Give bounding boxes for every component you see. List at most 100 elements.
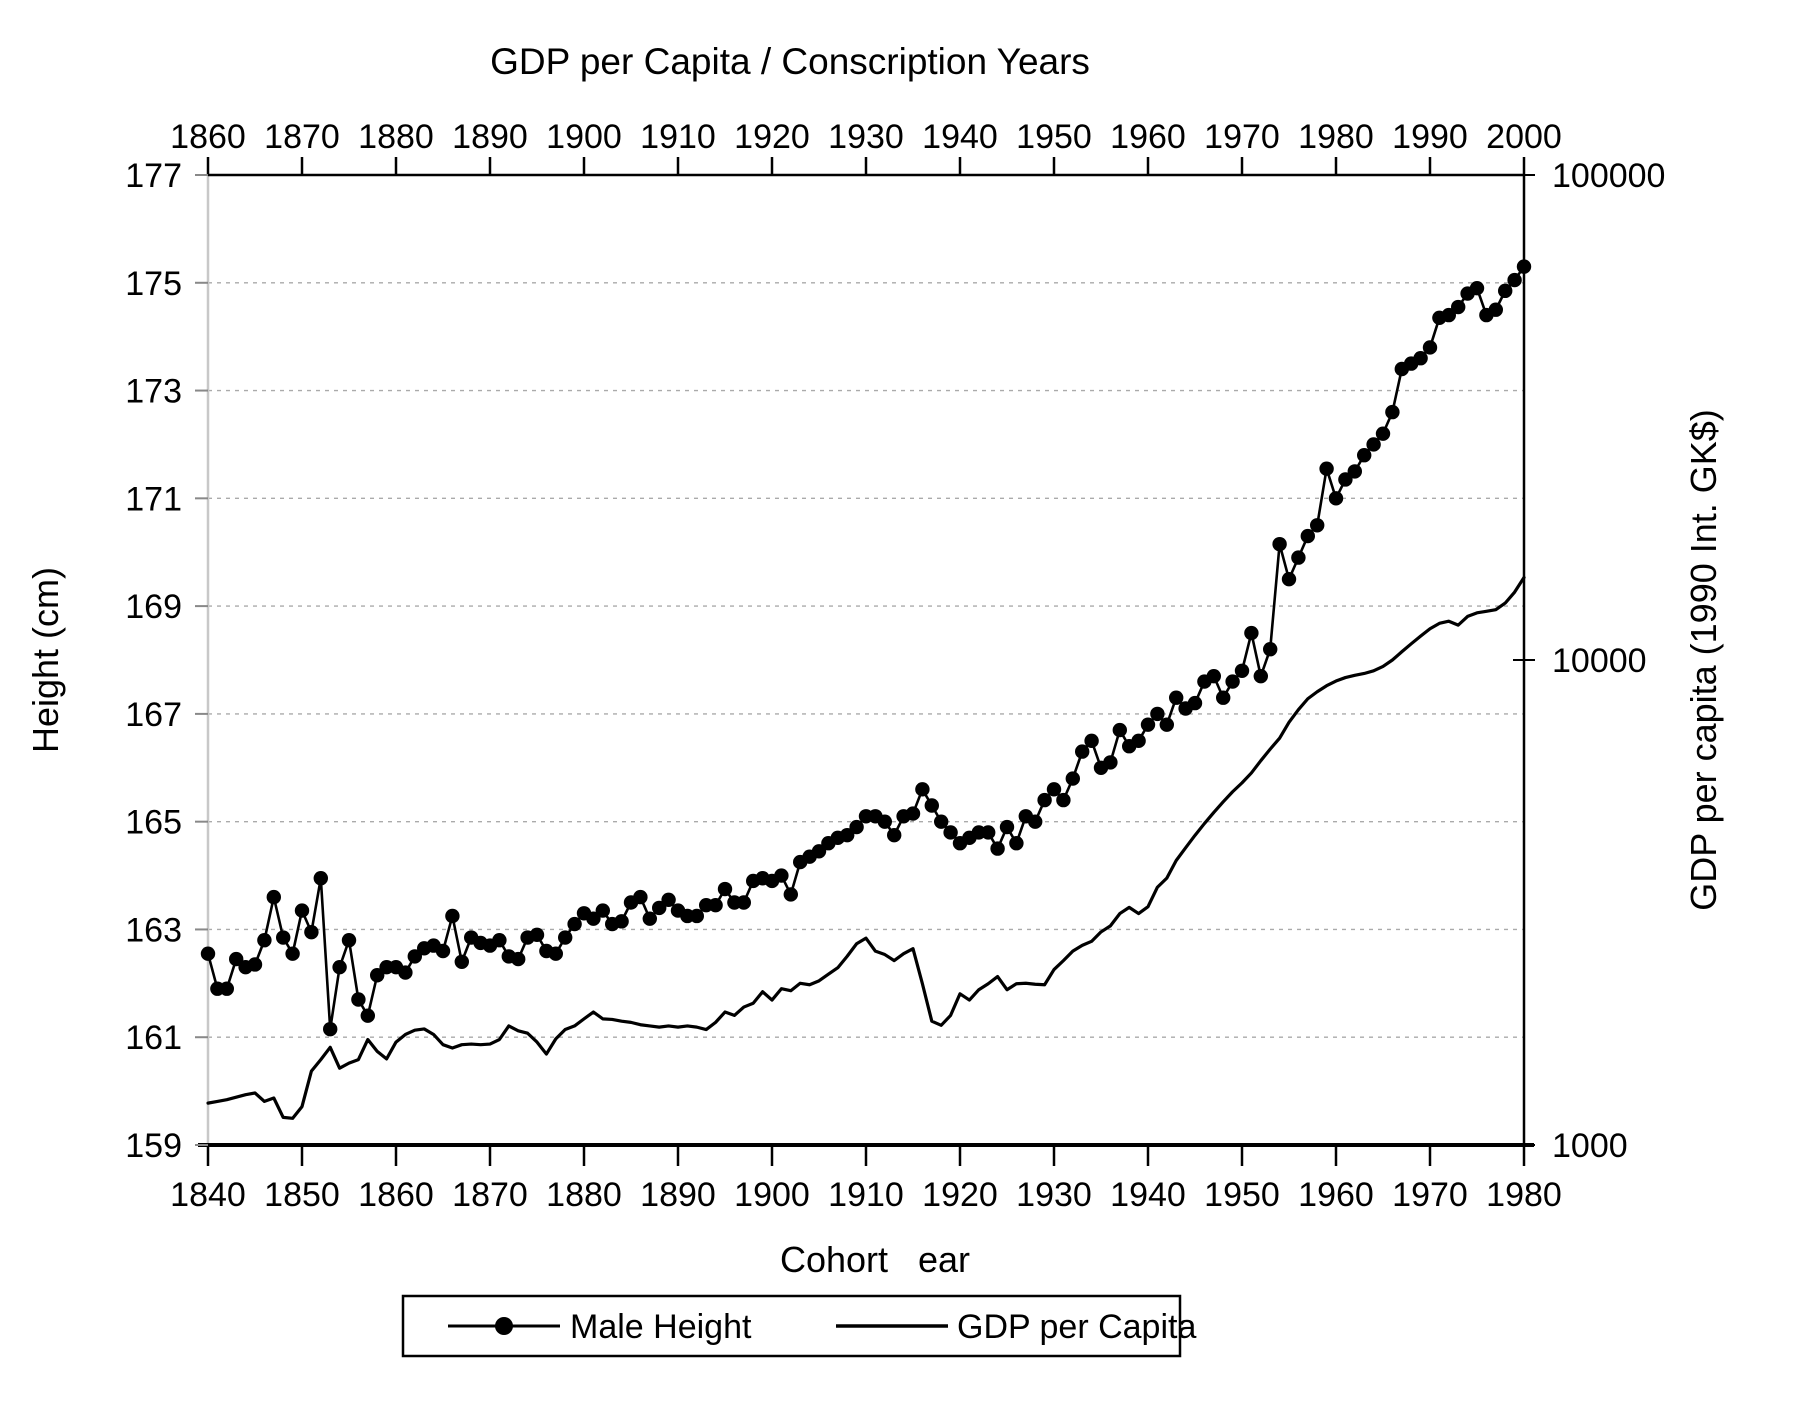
male-height-data-point — [219, 981, 234, 996]
male-height-data-point — [1507, 272, 1522, 288]
male-height-data-point — [1112, 722, 1128, 738]
male-height-data-point — [200, 946, 216, 961]
male-height-data-point — [661, 892, 676, 908]
male-height-data-point — [266, 889, 281, 905]
male-height-data-point — [586, 911, 601, 926]
male-height-data-point — [652, 900, 667, 916]
bottom-tick-label: 1970 — [1392, 1176, 1468, 1214]
legend: Male Height GDP per Capita — [401, 1294, 1196, 1358]
male-height-data-point — [595, 903, 610, 918]
male-height-data-point — [1385, 404, 1400, 420]
top-tick-label: 1920 — [734, 118, 810, 156]
left-tick-label: 175 — [125, 265, 182, 303]
left-tick-label: 161 — [125, 1019, 182, 1057]
male-height-data-point — [1441, 307, 1457, 323]
legend-label-male-height: Male Height — [570, 1308, 752, 1346]
male-height-data-point — [1357, 448, 1372, 463]
male-height-data-point — [1253, 668, 1269, 684]
male-height-data-point — [247, 957, 263, 972]
axes — [198, 173, 1534, 1147]
male-height-polyline — [206, 265, 1526, 1031]
male-height-data-point — [934, 814, 949, 829]
male-height-data-point — [1516, 259, 1532, 274]
male-height-data-point — [1169, 690, 1184, 705]
legend-male-height-marker — [495, 1317, 513, 1335]
male-height-data-point — [887, 827, 902, 843]
male-height-data-point — [229, 951, 244, 967]
left-tick-label: 159 — [125, 1127, 182, 1165]
bottom-tick-label: 1980 — [1486, 1176, 1562, 1214]
bottom-tick-label: 1900 — [734, 1176, 810, 1214]
male-height-data-point — [1319, 461, 1334, 476]
male-height-data-point — [981, 825, 996, 840]
x-axis-label: Cohort ear — [780, 1239, 970, 1280]
male-height-data-point — [990, 841, 1005, 856]
male-height-data-point — [294, 903, 310, 918]
male-height-data-point — [633, 889, 648, 905]
male-height-data-point — [1140, 717, 1156, 732]
left-tick-label: 163 — [125, 911, 182, 949]
male-height-data-point — [323, 1021, 338, 1037]
male-height-data-point — [407, 949, 422, 964]
male-height-data-point — [717, 881, 733, 897]
male-height-data-point — [1009, 836, 1024, 851]
male-height-data-point — [1310, 518, 1325, 533]
male-height-data-point — [1488, 302, 1504, 317]
male-height-data-point — [313, 871, 328, 886]
left-tick-label: 173 — [125, 373, 182, 411]
male-height-data-point — [1159, 717, 1175, 732]
male-height-data-point — [915, 782, 930, 797]
top-tick-label: 1970 — [1204, 118, 1280, 156]
top-tick-label: 1960 — [1110, 118, 1186, 156]
male-height-data-point — [774, 868, 789, 883]
top-tick-label: 1890 — [452, 118, 528, 156]
bottom-tick-label: 1960 — [1298, 1176, 1374, 1214]
male-height-data-point — [1375, 426, 1391, 441]
male-height-data-point — [783, 887, 798, 902]
left-tick-label: 169 — [125, 588, 182, 626]
male-height-data-point — [708, 897, 723, 913]
male-height-data-point — [943, 825, 958, 840]
male-height-data-point — [1366, 437, 1381, 452]
male-height-data-point — [689, 908, 704, 924]
top-tick-label: 1950 — [1016, 118, 1092, 156]
bottom-tick-label: 1860 — [358, 1176, 434, 1214]
male-height-data-point — [341, 933, 357, 948]
male-height-data-point — [1244, 625, 1259, 641]
left-tick-label: 171 — [125, 480, 182, 518]
right-tick-label: 100000 — [1552, 157, 1665, 195]
male-height-data-point — [360, 1008, 375, 1023]
male-height-data-point — [492, 933, 507, 948]
male-height-data-point — [558, 930, 573, 945]
gdp-per-capita-polyline — [206, 575, 1526, 1120]
male-height-data-point — [1065, 771, 1081, 786]
right-axis-title: GDP per capita (1990 Int. GK$) — [1683, 409, 1724, 911]
male-height-data-point — [614, 914, 629, 929]
male-height-data-point — [567, 916, 582, 932]
male-height-data-point — [1469, 280, 1485, 296]
top-tick-label: 1870 — [264, 118, 340, 156]
male-height-data-point — [1028, 814, 1043, 829]
bottom-tick-label: 1880 — [546, 1176, 622, 1214]
male-height-data-point — [511, 951, 526, 967]
chart-title: GDP per Capita / Conscription Years — [490, 41, 1090, 82]
male-height-data-point — [811, 844, 827, 859]
male-height-data-point — [1291, 550, 1306, 565]
male-height-data-point — [999, 819, 1015, 835]
male-height-data-point — [1075, 744, 1090, 759]
male-height-data-point — [1272, 536, 1287, 552]
top-tick-label: 1980 — [1298, 118, 1374, 156]
top-tick-label: 1860 — [170, 118, 246, 156]
male-height-data-point — [1347, 464, 1363, 479]
male-height-data-point — [905, 806, 921, 821]
male-height-data-point — [548, 946, 563, 961]
male-height-data-point — [1234, 663, 1250, 678]
male-height-data-point — [435, 943, 451, 959]
bottom-tick-label: 1920 — [922, 1176, 998, 1214]
left-tick-label: 165 — [125, 804, 182, 842]
male-height-data-point — [1413, 351, 1428, 366]
top-tick-label: 1940 — [922, 118, 998, 156]
gdp-per-capita-line-series — [206, 575, 1526, 1120]
bottom-tick-label: 1870 — [452, 1176, 528, 1214]
